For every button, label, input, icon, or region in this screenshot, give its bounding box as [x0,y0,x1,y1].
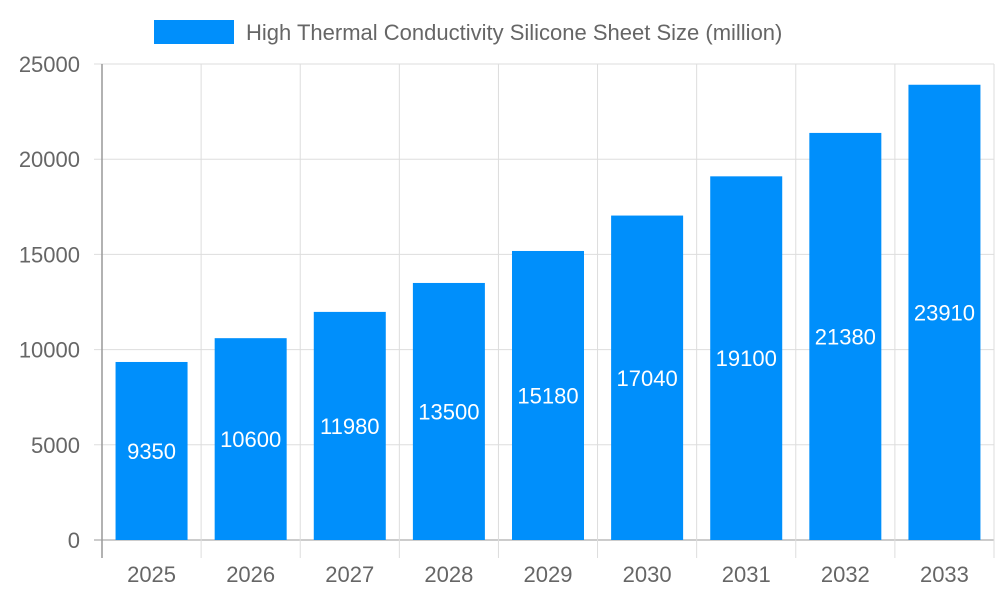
y-tick-label: 10000 [19,338,80,363]
bar-2028 [412,282,485,540]
y-tick-label: 25000 [19,52,80,77]
x-tick-label: 2030 [623,562,672,587]
x-tick-label: 2033 [920,562,969,587]
bar-2030 [611,215,684,540]
x-tick-label: 2025 [127,562,176,587]
y-tick-label: 0 [68,528,80,553]
y-tick-label: 15000 [19,242,80,267]
data-label: 10600 [220,427,281,452]
bars: 9350 10600 11980 13500 15180 17040 19100 21380 2… [115,84,981,541]
y-tick-label: 5000 [31,433,80,458]
bar-2033 [908,84,981,540]
x-tick-label: 2029 [524,562,573,587]
x-tick-label: 2028 [424,562,473,587]
data-label: 17040 [617,366,678,391]
data-label: 21380 [815,324,876,349]
data-label: 9350 [127,439,176,464]
bar-2025 [115,361,188,540]
axes: 0 5000 10000 15000 20000 25000 2025 2026 2027 202… [19,52,969,587]
data-label: 19100 [716,346,777,371]
legend-label: High Thermal Conductivity Silicone Sheet… [246,20,782,45]
data-label: 13500 [418,399,479,424]
bar-2032 [809,132,882,540]
bar-2031 [710,176,783,540]
data-label: 11980 [320,414,380,439]
data-label: 23910 [914,300,975,325]
legend[interactable]: High Thermal Conductivity Silicone Sheet… [154,20,782,45]
bar-2026 [214,338,287,540]
y-tick-label: 20000 [19,147,80,172]
x-tick-label: 2027 [325,562,374,587]
legend-swatch [154,20,234,44]
data-label: 15180 [517,383,578,408]
grid [94,63,995,558]
x-tick-label: 2032 [821,562,870,587]
x-tick-label: 2031 [722,562,771,587]
bar-2029 [512,250,584,541]
bar-2027 [313,311,386,540]
x-tick-label: 2026 [226,562,275,587]
